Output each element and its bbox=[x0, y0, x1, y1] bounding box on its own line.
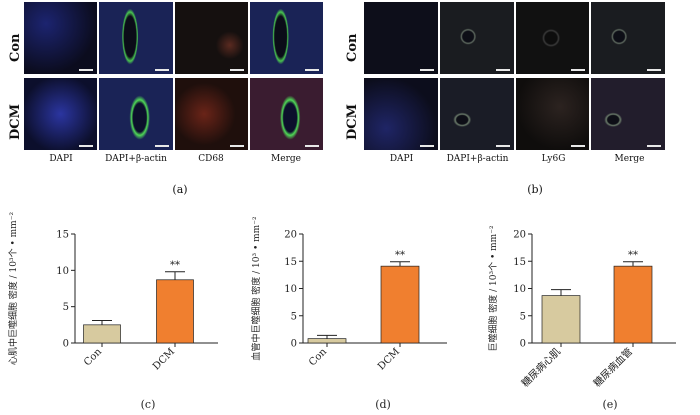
panel-b-dcm-dapi-image bbox=[364, 78, 438, 150]
scale-bar bbox=[79, 145, 94, 147]
x-tick-label: DCM bbox=[151, 346, 177, 372]
panel-b-con-merge-image bbox=[591, 2, 665, 74]
scale-bar bbox=[647, 145, 661, 147]
panel-a-row-label-con: Con bbox=[8, 33, 23, 62]
bar-0 bbox=[83, 324, 121, 344]
y-tick-label: 0 bbox=[520, 339, 526, 350]
panel-tag: (c) bbox=[141, 398, 156, 411]
scale-bar bbox=[229, 145, 244, 147]
y-axis-label: 血管中巨噬细胞 密度 / 10³ • mm⁻² bbox=[250, 216, 262, 361]
scale-bar bbox=[229, 69, 244, 71]
panel-b-dcm-merge-image bbox=[591, 78, 665, 150]
panel-b-col-label-actin: DAPI+β-actin bbox=[446, 154, 509, 164]
panel-b-col-label-dapi: DAPI bbox=[389, 154, 414, 164]
y-tick-label: 20 bbox=[513, 230, 526, 241]
scale-bar bbox=[154, 69, 169, 71]
scale-bar bbox=[154, 145, 169, 147]
panel-a-dcm-cd68-image bbox=[174, 78, 248, 150]
panel-b-con-ly6g-image bbox=[515, 2, 590, 74]
scale-bar bbox=[419, 145, 434, 147]
chart-d: 0 5 10 15 20 Con ** DCM 血管中巨噬细胞 密度 / 10³ • mm⁻² (… bbox=[250, 216, 447, 411]
panel-a-tag: (a) bbox=[172, 183, 188, 196]
panel-a-col-label-merge: Merge bbox=[271, 154, 301, 164]
x-tick-label: DCM bbox=[376, 346, 402, 372]
panel-b-col-label-ly6g: Ly6G bbox=[541, 154, 566, 164]
y-tick-label: 5 bbox=[520, 311, 526, 322]
chart-c: 0 5 10 15 Con ** DCM 心肌中巨噬细胞 密度 / 10³个 • mm⁻² (c… bbox=[7, 212, 218, 411]
y-axis-label: 巨噬细胞 密度 / 10³个 • mm⁻² bbox=[487, 225, 499, 352]
y-tick-label: 10 bbox=[513, 284, 526, 295]
scale-bar bbox=[571, 69, 586, 71]
scale-bar bbox=[495, 69, 510, 71]
panel-b-con-dapi-image bbox=[364, 2, 438, 74]
panel-b-con-actin-image bbox=[439, 2, 514, 74]
y-tick-label: 0 bbox=[291, 339, 297, 350]
significance-marker: ** bbox=[395, 250, 405, 261]
panel-b-dcm-ly6g-image bbox=[515, 78, 590, 150]
panel-a-con-merge-image bbox=[249, 2, 323, 74]
panel-a-dcm-merge-image bbox=[249, 78, 323, 150]
y-tick-label: 15 bbox=[284, 257, 297, 268]
scale-bar bbox=[495, 145, 510, 147]
bar-0 bbox=[307, 338, 347, 344]
panel-a-con-cd68-image bbox=[174, 2, 248, 74]
y-tick-label: 0 bbox=[63, 339, 69, 350]
y-tick-label: 15 bbox=[513, 257, 526, 268]
panel-b-image-grid bbox=[364, 2, 665, 150]
scale-bar bbox=[647, 69, 661, 71]
scale-bar bbox=[419, 69, 434, 71]
x-tick-label: 糖尿病血管 bbox=[591, 345, 636, 390]
panel-a-col-label-dapi: DAPI bbox=[49, 154, 73, 164]
panel-a-dcm-dapi-image bbox=[24, 78, 98, 150]
panel-tag: (d) bbox=[375, 398, 391, 411]
x-tick-label: Con bbox=[82, 346, 104, 368]
panel-a-col-label-cd68: CD68 bbox=[198, 154, 224, 164]
bar-0 bbox=[541, 295, 581, 344]
panel-a-con-dapi-image bbox=[24, 2, 98, 74]
chart-e: 0 5 10 15 20 糖尿病心肌 ** 糖尿病血管 巨噬细胞 密度 / 10³个 • mm⁻… bbox=[487, 225, 676, 411]
panel-b-tag: (b) bbox=[527, 183, 543, 196]
panel-tag: (e) bbox=[602, 398, 617, 411]
panel-a-con-actin-image bbox=[99, 2, 173, 74]
y-tick-label: 5 bbox=[63, 302, 69, 313]
scale-bar bbox=[571, 145, 586, 147]
x-tick-label: Con bbox=[307, 346, 329, 368]
panel-b-dcm-actin-image bbox=[439, 78, 514, 150]
y-tick-label: 15 bbox=[56, 230, 69, 241]
y-tick-label: 10 bbox=[56, 266, 69, 277]
y-tick-label: 5 bbox=[291, 311, 297, 322]
panel-b-col-label-merge: Merge bbox=[614, 154, 645, 164]
panel-a-dcm-actin-image bbox=[99, 78, 173, 150]
bar-1 bbox=[380, 265, 420, 344]
y-tick-label: 10 bbox=[284, 284, 297, 295]
bar-1 bbox=[156, 279, 194, 344]
panel-b-row-label-dcm: DCM bbox=[345, 103, 360, 140]
significance-marker: ** bbox=[170, 260, 180, 271]
scale-bar bbox=[305, 69, 319, 71]
panel-a-image-grid bbox=[24, 2, 323, 150]
significance-marker: ** bbox=[628, 250, 638, 261]
scale-bar bbox=[79, 69, 94, 71]
panel-b-row-label-con: Con bbox=[345, 33, 360, 62]
bar-1 bbox=[613, 265, 653, 344]
y-axis-label: 心肌中巨噬细胞 密度 / 10³个 • mm⁻² bbox=[7, 212, 19, 366]
scale-bar bbox=[305, 145, 319, 147]
y-tick-label: 20 bbox=[284, 230, 297, 241]
x-tick-label: 糖尿病心肌 bbox=[519, 345, 564, 390]
panel-a-row-label-dcm: DCM bbox=[8, 103, 23, 140]
panel-a-col-label-actin: DAPI+β-actin bbox=[105, 154, 167, 164]
